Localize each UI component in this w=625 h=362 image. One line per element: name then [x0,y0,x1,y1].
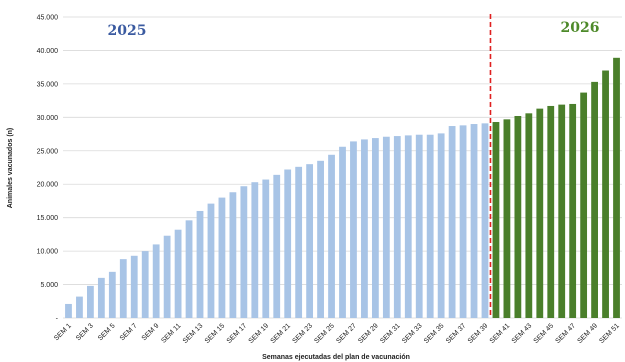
bar [87,285,94,318]
y-tick-label: - [56,316,59,323]
bar [306,164,314,318]
bar [207,203,215,318]
x-tick-label: SEM 35 [423,322,446,345]
y-tick-label: 40.000 [37,48,59,55]
bar [371,138,379,318]
bar [602,70,609,318]
bar [536,108,544,318]
bar [76,296,83,318]
bar [547,105,555,318]
x-tick-label: SEM 13 [182,322,205,345]
bar [97,277,105,318]
bar [569,103,577,318]
bar [448,126,456,318]
x-tick-label: SEM 3 [75,322,95,342]
bar [251,182,259,318]
x-tick-label: SEM 43 [511,322,534,345]
bar [393,136,401,318]
x-tick-label: SEM 7 [119,322,139,342]
bar [525,113,533,318]
year-label-2026: 2026 [561,20,600,36]
bar [240,186,248,318]
bar [65,303,72,318]
bar [426,134,434,318]
x-tick-label: SEM 1 [53,322,73,342]
bar [361,139,368,318]
x-tick-label: SEM 39 [467,322,490,345]
x-tick-label: SEM 49 [576,322,599,345]
x-tick-label: SEM 15 [204,322,227,345]
y-axis-title: Animales vacunados (n) [7,128,14,209]
bar [152,244,160,318]
x-axis-ticks: SEM 1 SEM 3 SEM 5 SEM 7 SEM 9 SEM 11 SEM 13 SEM… [53,322,621,345]
x-tick-label: SEM 19 [248,322,271,345]
y-tick-label: 25.000 [37,148,59,155]
x-tick-label: SEM 45 [533,322,556,345]
bar [481,123,489,318]
x-tick-label: SEM 11 [160,322,182,344]
bar [382,136,390,318]
x-tick-label: SEM 9 [141,322,161,342]
bar [130,255,138,318]
y-axis-ticks: - 5.000 10.000 15.000 20.000 25.000 30.000 35.0… [37,15,59,323]
bar [328,154,335,318]
bar [119,259,127,318]
bars [65,57,620,319]
y-tick-label: 20.000 [37,182,59,189]
x-tick-label: SEM 29 [357,322,380,345]
bar [141,251,149,318]
bar [470,124,478,319]
y-tick-label: 45.000 [37,15,59,22]
x-tick-label: SEM 25 [313,322,336,345]
x-tick-label: SEM 41 [489,322,512,345]
y-tick-label: 15.000 [37,215,59,222]
bar [295,166,303,318]
bar [514,115,522,319]
x-tick-label: SEM 47 [555,322,578,345]
bar [580,92,588,318]
bar [613,57,620,319]
bar [262,179,270,318]
bar [284,169,292,318]
bar [459,125,467,318]
x-tick-label: SEM 33 [401,322,424,345]
bar [492,122,500,318]
x-axis-title: Semanas ejecutadas del plan de vacunació… [262,354,410,361]
bar [229,192,237,318]
x-tick-label: SEM 17 [226,322,249,345]
bar [163,235,171,318]
bar [174,229,182,318]
x-tick-label: SEM 5 [97,322,117,342]
x-tick-label: SEM 21 [270,322,293,345]
bar [185,220,193,318]
bar [437,133,445,318]
x-tick-label: SEM 37 [445,322,468,345]
y-tick-label: 10.000 [37,249,59,256]
bar [196,210,204,318]
y-tick-label: 5.000 [40,282,58,289]
bar [350,141,357,318]
x-tick-label: SEM 51 [598,322,621,345]
bar [273,174,281,318]
year-label-2025: 2025 [108,23,147,39]
bar [317,160,324,318]
bar [404,135,412,318]
bar [591,81,598,318]
y-tick-label: 30.000 [37,115,59,122]
bar [558,104,566,318]
bar [339,146,346,318]
bar [415,134,423,318]
x-tick-label: SEM 31 [379,322,402,345]
y-tick-label: 35.000 [37,81,59,88]
x-tick-label: SEM 23 [291,322,314,345]
bar [108,271,116,318]
bar [503,119,511,318]
x-tick-label: SEM 27 [335,322,358,345]
bar [218,197,226,318]
